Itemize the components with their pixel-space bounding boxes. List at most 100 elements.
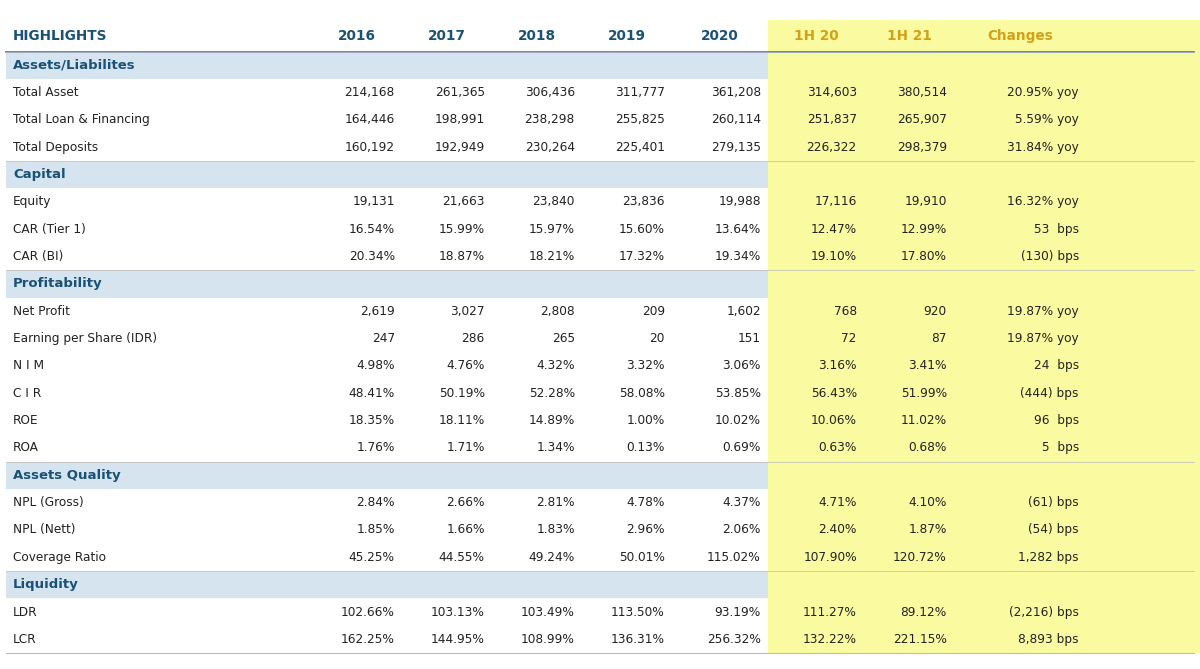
Text: Earning per Share (IDR): Earning per Share (IDR): [13, 332, 157, 345]
Text: 162.25%: 162.25%: [341, 633, 395, 646]
Text: 144.95%: 144.95%: [431, 633, 485, 646]
Bar: [768, 544, 1200, 571]
Text: Equity: Equity: [13, 195, 52, 208]
Text: 5  bps: 5 bps: [1042, 442, 1079, 454]
Bar: [6, 544, 1200, 571]
Text: 221.15%: 221.15%: [893, 633, 947, 646]
Text: 4.78%: 4.78%: [626, 496, 665, 509]
Text: 19.34%: 19.34%: [714, 250, 761, 263]
Text: 380,514: 380,514: [896, 86, 947, 99]
Bar: [768, 325, 1200, 353]
Text: 53  bps: 53 bps: [1034, 223, 1079, 235]
Text: 44.55%: 44.55%: [439, 551, 485, 564]
Text: 14.89%: 14.89%: [528, 414, 575, 427]
Bar: [6, 516, 1200, 544]
Text: Assets/Liabilites: Assets/Liabilites: [13, 59, 136, 72]
Text: 16.32% yoy: 16.32% yoy: [1007, 195, 1079, 208]
Text: 96  bps: 96 bps: [1033, 414, 1079, 427]
Text: ROA: ROA: [13, 442, 40, 454]
Text: 2.81%: 2.81%: [536, 496, 575, 509]
Bar: [6, 298, 1200, 325]
Text: 18.11%: 18.11%: [438, 414, 485, 427]
Text: 3.41%: 3.41%: [908, 359, 947, 373]
Text: 260,114: 260,114: [710, 113, 761, 126]
Text: 2.84%: 2.84%: [356, 496, 395, 509]
Text: NPL (Gross): NPL (Gross): [13, 496, 84, 509]
Bar: [768, 161, 1200, 188]
Text: 4.37%: 4.37%: [722, 496, 761, 509]
Text: Net Profit: Net Profit: [13, 305, 70, 318]
Text: 120.72%: 120.72%: [893, 551, 947, 564]
Text: 49.24%: 49.24%: [528, 551, 575, 564]
Bar: [6, 243, 1200, 270]
Text: 3.16%: 3.16%: [818, 359, 857, 373]
Bar: [6, 270, 1200, 298]
Text: 58.08%: 58.08%: [619, 387, 665, 400]
Text: 5.59% yoy: 5.59% yoy: [1015, 113, 1079, 126]
Text: 2,808: 2,808: [540, 305, 575, 318]
Text: 23,836: 23,836: [623, 195, 665, 208]
Text: 247: 247: [372, 332, 395, 345]
Text: 2.40%: 2.40%: [818, 524, 857, 537]
Text: Profitability: Profitability: [13, 278, 103, 290]
Text: 93.19%: 93.19%: [714, 605, 761, 619]
Bar: [6, 434, 1200, 462]
Text: 0.13%: 0.13%: [626, 442, 665, 454]
Text: 0.63%: 0.63%: [818, 442, 857, 454]
Text: 111.27%: 111.27%: [803, 605, 857, 619]
Bar: [6, 462, 1200, 489]
Text: 24  bps: 24 bps: [1033, 359, 1079, 373]
Bar: [6, 20, 1200, 52]
Text: 198,991: 198,991: [434, 113, 485, 126]
Text: 18.21%: 18.21%: [528, 250, 575, 263]
Bar: [768, 20, 1200, 52]
Text: 238,298: 238,298: [524, 113, 575, 126]
Text: 18.35%: 18.35%: [349, 414, 395, 427]
Text: 225,401: 225,401: [614, 140, 665, 154]
Text: ROE: ROE: [13, 414, 38, 427]
Text: 20: 20: [649, 332, 665, 345]
Bar: [6, 353, 1200, 379]
Bar: [6, 598, 1200, 626]
Text: (61) bps: (61) bps: [1028, 496, 1079, 509]
Text: 255,825: 255,825: [614, 113, 665, 126]
Text: 20.95% yoy: 20.95% yoy: [1007, 86, 1079, 99]
Text: 136.31%: 136.31%: [611, 633, 665, 646]
Text: 1.71%: 1.71%: [446, 442, 485, 454]
Text: 286: 286: [462, 332, 485, 345]
Bar: [6, 379, 1200, 407]
Text: 251,837: 251,837: [806, 113, 857, 126]
Bar: [6, 134, 1200, 161]
Text: 53.85%: 53.85%: [715, 387, 761, 400]
Text: (444) bps: (444) bps: [1020, 387, 1079, 400]
Bar: [768, 106, 1200, 134]
Bar: [6, 188, 1200, 215]
Text: 48.41%: 48.41%: [348, 387, 395, 400]
Text: 16.54%: 16.54%: [349, 223, 395, 235]
Text: 103.13%: 103.13%: [431, 605, 485, 619]
Text: Capital: Capital: [13, 168, 66, 181]
Bar: [6, 79, 1200, 106]
Text: 1,282 bps: 1,282 bps: [1019, 551, 1079, 564]
Text: 230,264: 230,264: [524, 140, 575, 154]
Text: 4.10%: 4.10%: [908, 496, 947, 509]
Text: 19,988: 19,988: [719, 195, 761, 208]
Bar: [768, 353, 1200, 379]
Text: 2018: 2018: [518, 29, 556, 43]
Text: 13.64%: 13.64%: [714, 223, 761, 235]
Text: 4.76%: 4.76%: [446, 359, 485, 373]
Text: 89.12%: 89.12%: [900, 605, 947, 619]
Text: 23,840: 23,840: [533, 195, 575, 208]
Text: Liquidity: Liquidity: [13, 578, 79, 591]
Bar: [768, 188, 1200, 215]
Text: 52.28%: 52.28%: [529, 387, 575, 400]
Text: 2.06%: 2.06%: [722, 524, 761, 537]
Text: 1H 21: 1H 21: [887, 29, 931, 43]
Text: 2,619: 2,619: [360, 305, 395, 318]
Bar: [6, 407, 1200, 434]
Text: Assets Quality: Assets Quality: [13, 469, 121, 482]
Text: 103.49%: 103.49%: [521, 605, 575, 619]
Text: 51.99%: 51.99%: [901, 387, 947, 400]
Text: 12.47%: 12.47%: [811, 223, 857, 235]
Bar: [768, 407, 1200, 434]
